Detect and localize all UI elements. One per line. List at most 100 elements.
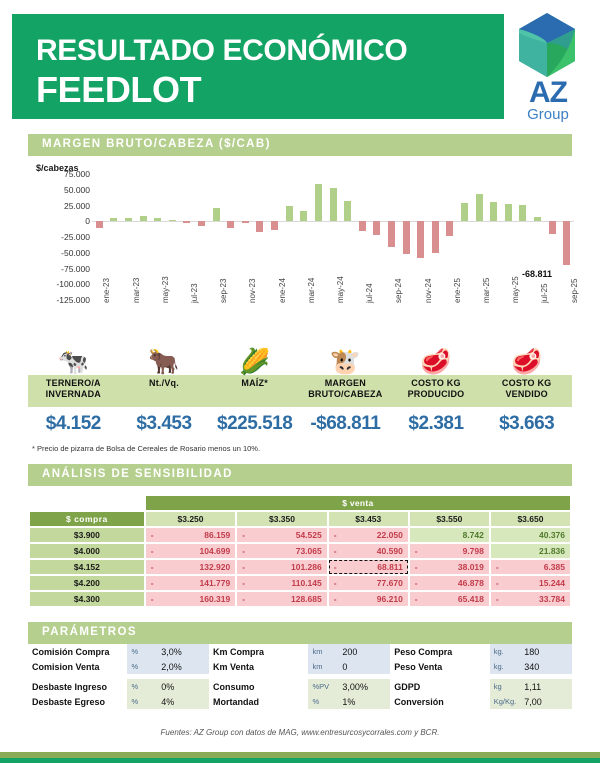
chart-bar	[446, 221, 454, 237]
minus-sign: -	[150, 562, 154, 572]
sensitivity-cell: -104.699	[145, 544, 236, 558]
parameter-name: Comision Venta	[32, 661, 100, 672]
x-tick-label: may-25	[511, 276, 521, 303]
kpi-card: 🥩 COSTO KG PRODUCIDO $2.381	[391, 348, 482, 443]
compra-header: $ compra	[30, 512, 144, 526]
parameter-unit: km	[308, 644, 339, 659]
parameters-section-title: PARÁMETROS	[42, 626, 137, 638]
kpi-value: -$68.811	[310, 413, 381, 434]
sensitivity-cell: -65.418	[409, 592, 489, 606]
sensitivity-cell: -86.159	[145, 528, 236, 542]
parameter-unit: Kg/Kg.	[489, 694, 521, 709]
minus-sign: -	[495, 594, 499, 604]
x-tick-label: jul-24	[365, 283, 375, 303]
sensitivity-cell: -40.590	[328, 544, 408, 558]
sensitivity-cell: -54.525	[237, 528, 327, 542]
chart-bar	[300, 210, 308, 222]
y-tick-label: -25.000	[61, 232, 90, 242]
source-footer: Fuentes: AZ Group con datos de MAG, www.…	[160, 728, 440, 737]
parameter-name: Mortandad	[213, 696, 259, 707]
cow-icon: 🐄	[57, 348, 89, 376]
chart-bar	[417, 221, 425, 258]
x-tick-label: jul-25	[540, 283, 550, 303]
venta-column-header: $3.650	[490, 512, 570, 526]
kpi-card: 🥩 COSTO KG VENDIDO $3.663	[481, 348, 572, 443]
minus-sign: -	[333, 546, 337, 556]
table-corner-cell	[30, 496, 144, 510]
x-tick-label: sep-25	[569, 278, 579, 303]
x-tick-label: sep-23	[219, 278, 229, 303]
sensitivity-cell: -73.065	[237, 544, 327, 558]
x-tick-label: nov-23	[248, 278, 258, 303]
sensitivity-cell: -9.798	[409, 544, 489, 558]
venta-column-header: $3.350	[237, 512, 327, 526]
corn-icon: 🌽	[239, 348, 271, 376]
parameter-row: Comision Venta% 2,0% Km Venta km 0 Peso Venta…	[28, 659, 572, 674]
chart-bar	[183, 221, 191, 223]
sensitivity-cell: 8.742	[409, 528, 489, 542]
minus-sign: -	[150, 594, 154, 604]
parameter-value: 7,00	[520, 694, 572, 709]
kpi-band	[28, 375, 572, 407]
chart-bar	[198, 221, 206, 226]
parameter-value: 1,11	[520, 679, 572, 694]
parameter-value: 0	[338, 659, 391, 674]
sensitivity-table-body: $3.900-86.159-54.525-22.050 8.742 40.376 $4…	[30, 528, 570, 606]
parameter-value: 180	[520, 644, 572, 659]
page-title-line2: FEEDLOT	[36, 69, 202, 110]
header-banner: RESULTADO ECONÓMICO FEEDLOT	[12, 14, 504, 119]
minus-sign: -	[333, 562, 337, 572]
parameters-table: Comisión Compra% 3,0% Km Compra km 200 Peso C…	[28, 644, 572, 709]
chart-bar	[329, 188, 337, 222]
bottom-rule-green	[0, 758, 600, 763]
parameter-unit: kg.	[489, 644, 521, 659]
chart-bar	[168, 219, 176, 222]
parameter-name: GDPD	[394, 681, 421, 692]
kpi-label: COSTO KG VENDIDO	[501, 378, 552, 399]
minus-sign: -	[414, 578, 418, 588]
y-tick-label: 0	[85, 216, 90, 227]
parameter-unit: kg	[489, 679, 521, 694]
page-title-line1: RESULTADO ECONÓMICO	[36, 34, 408, 67]
parameter-row: Desbaste Egreso% 4% Mortandad% 1% Conversión…	[28, 694, 572, 709]
chart-bar	[256, 221, 264, 232]
y-tick-label: -75.000	[61, 263, 90, 274]
x-tick-label: jul-23	[189, 283, 199, 303]
parameter-unit: %	[127, 679, 158, 694]
parameter-name: Km Venta	[213, 661, 255, 672]
chart-section-title: MARGEN BRUTO/CABEZA ($/CAB)	[42, 138, 271, 150]
chart-bar	[533, 217, 541, 222]
chart-section-header: MARGEN BRUTO/CABEZA ($/CAB)	[28, 134, 572, 156]
x-tick-label: mar-24	[306, 277, 316, 303]
bottom-rule-olive	[0, 752, 600, 758]
calf-icon: 🐂	[148, 348, 180, 376]
minus-sign: -	[495, 562, 499, 572]
chart-plot-area: -68.811	[92, 174, 574, 300]
sensitivity-table: $ venta $ compra $3.250 $3.350 $3.453 $3.550…	[28, 494, 572, 608]
chart-y-axis-ticks: 75.000 50.000 25.000 0 -25.000 -50.000 -75.000…	[28, 169, 90, 305]
kpi-card: 🐄 TERNERO/A INVERNADA $4.152	[28, 348, 119, 443]
compra-row-label: $4.300	[30, 592, 144, 606]
kpi-value: $3.663	[499, 413, 555, 434]
chart-bar	[95, 221, 103, 229]
chart-zero-line	[92, 221, 574, 223]
chart-y-axis-label: $/cabezas	[36, 163, 79, 173]
sensitivity-cell: -6.385	[490, 560, 570, 574]
kpi-label: Nt./Vq.	[149, 378, 179, 388]
kpi-card: 🐂 Nt./Vq. $3.453	[119, 348, 210, 443]
chart-bar	[271, 221, 279, 231]
y-tick-label: -100.000	[56, 279, 90, 290]
meat-dollar-icon: 🥩	[420, 348, 452, 376]
chart-bar	[285, 206, 293, 222]
chart-bar	[125, 218, 132, 222]
minus-sign: -	[333, 530, 337, 540]
sensitivity-cell: -15.244	[490, 576, 570, 590]
kpi-label: MAÍZ*	[241, 378, 268, 388]
x-tick-label: ene-23	[102, 278, 112, 303]
parameter-row: Comisión Compra% 3,0% Km Compra km 200 Peso C…	[28, 644, 572, 659]
sensitivity-cell: 21.836	[490, 544, 570, 558]
chart-bar	[475, 194, 483, 222]
parameter-value: 2,0%	[157, 659, 209, 674]
x-tick-label: may-23	[160, 276, 170, 303]
parameter-name: Conversión	[394, 696, 444, 707]
